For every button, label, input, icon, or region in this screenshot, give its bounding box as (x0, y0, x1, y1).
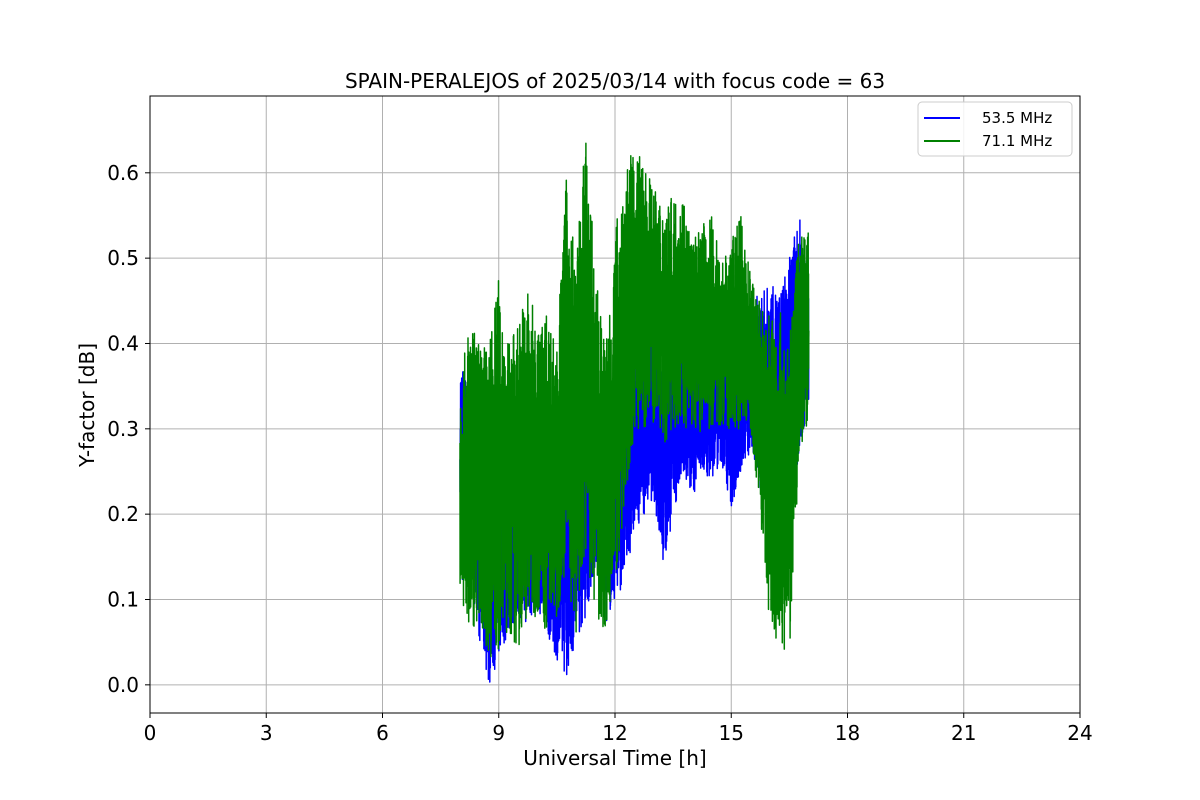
x-tick-label: 15 (719, 721, 744, 745)
axis-ticks: 0 3 6 9 12 15 18 21 24 0.0 0.1 0.2 0.3 0.4 0.5 0.6 (107, 161, 1093, 745)
y-tick-label: 0.5 (107, 246, 139, 270)
x-tick-label: 24 (1067, 721, 1092, 745)
y-axis-label: Y-factor [dB] (75, 343, 99, 468)
legend-box (917, 101, 1073, 157)
y-tick-label: 0.3 (107, 417, 139, 441)
x-tick-label: 3 (260, 721, 273, 745)
x-tick-label: 18 (835, 721, 860, 745)
x-tick-label: 0 (144, 721, 157, 745)
chart-title: SPAIN-PERALEJOS of 2025/03/14 with focus… (345, 69, 885, 93)
x-tick-label: 12 (602, 721, 627, 745)
x-axis-label: Universal Time [h] (523, 746, 706, 770)
x-tick-label: 6 (376, 721, 389, 745)
y-tick-label: 0.6 (107, 161, 139, 185)
y-tick-label: 0.2 (107, 502, 139, 526)
x-tick-label: 9 (492, 721, 505, 745)
legend-label-53-5: 53.5 MHz (982, 109, 1052, 127)
legend: 53.5 MHz 71.1 MHz (917, 101, 1073, 157)
y-tick-label: 0.0 (107, 673, 139, 697)
series-line-71-1-mhz (459, 142, 810, 658)
x-tick-label: 21 (951, 721, 976, 745)
series-layer (459, 142, 810, 683)
y-tick-label: 0.1 (107, 587, 139, 611)
y-tick-label: 0.4 (107, 331, 139, 355)
legend-label-71-1: 71.1 MHz (982, 132, 1052, 150)
